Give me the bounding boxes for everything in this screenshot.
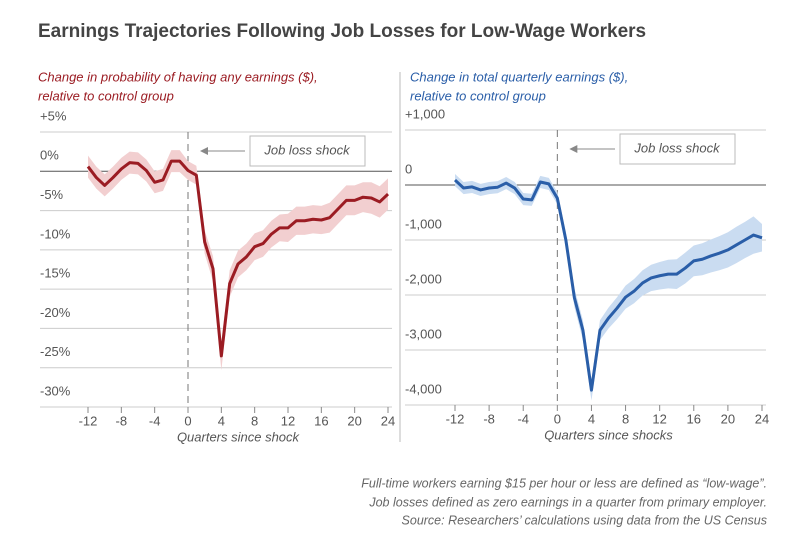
- line: [453, 178, 763, 392]
- y-tick-label: +5%: [40, 108, 67, 123]
- footnote: Full-time workers earning $15 per hour o…: [361, 476, 767, 490]
- x-tick-label: 12: [281, 413, 295, 428]
- y-tick-label: -2,000: [405, 271, 442, 286]
- annotation-box: [249, 135, 366, 167]
- x-tick-label: 4: [218, 413, 225, 428]
- y-tick-label: -5%: [40, 187, 64, 202]
- y-axis-label: Change in probability of having any earn…: [38, 69, 318, 84]
- x-tick-label: 8: [622, 411, 629, 426]
- y-axis-label: relative to control group: [410, 88, 546, 103]
- x-tick-label: -4: [517, 411, 529, 426]
- x-tick-label: 24: [755, 411, 769, 426]
- line: [86, 159, 390, 358]
- annotation-box: [619, 133, 736, 165]
- chart-title: Earnings Trajectories Following Job Loss…: [38, 21, 646, 42]
- annotation: Job loss shock: [263, 142, 351, 157]
- x-tick-label: 20: [721, 411, 735, 426]
- x-tick-label: 24: [381, 413, 395, 428]
- x-tick-label: -12: [446, 411, 465, 426]
- x-tick-label: -8: [483, 411, 495, 426]
- y-tick-label: -20%: [40, 305, 71, 320]
- x-axis-label: Quarters since shock: [177, 429, 301, 444]
- y-tick-label: -30%: [40, 383, 71, 398]
- x-tick-label: 20: [347, 413, 361, 428]
- y-tick-label: -25%: [40, 344, 71, 359]
- annotation-arrowhead: [200, 147, 208, 155]
- y-axis-label: relative to control group: [38, 88, 174, 103]
- y-tick-label: -1,000: [405, 216, 442, 231]
- x-tick-label: 8: [251, 413, 258, 428]
- x-tick-label: 0: [554, 411, 561, 426]
- y-tick-label: -15%: [40, 266, 71, 281]
- x-tick-label: 12: [652, 411, 666, 426]
- x-tick-label: -4: [149, 413, 161, 428]
- footnote: Job losses defined as zero earnings in a…: [368, 495, 767, 509]
- annotation-arrowhead: [569, 145, 578, 153]
- y-tick-label: +1,000: [405, 106, 445, 121]
- x-tick-label: 16: [687, 411, 701, 426]
- y-tick-label: -3,000: [405, 326, 442, 341]
- y-axis-label: Change in total quarterly earnings ($),: [410, 69, 628, 84]
- annotation: Job loss shock: [633, 140, 721, 155]
- x-tick-label: 4: [588, 411, 595, 426]
- y-tick-label: 0: [405, 161, 412, 176]
- x-tick-label: -8: [116, 413, 128, 428]
- x-axis-label: Quarters since shocks: [544, 427, 673, 442]
- y-tick-label: -10%: [40, 226, 71, 241]
- footnote: Source: Researchers’ calculations using …: [402, 513, 767, 527]
- x-tick-label: -12: [79, 413, 98, 428]
- confidence-band: [88, 150, 388, 371]
- x-tick-label: 0: [184, 413, 191, 428]
- y-tick-label: 0%: [40, 148, 59, 163]
- y-tick-label: -4,000: [405, 381, 442, 396]
- x-tick-label: 16: [314, 413, 328, 428]
